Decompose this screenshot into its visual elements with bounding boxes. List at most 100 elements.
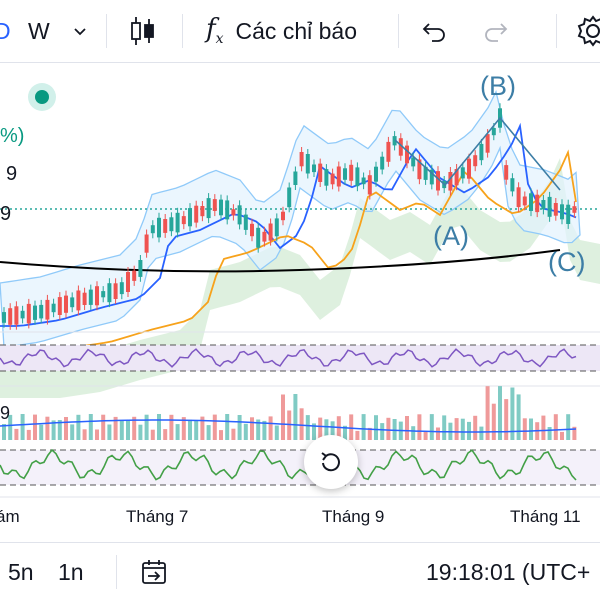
volume-bar [330,421,335,440]
volume-bar [51,420,56,440]
candle-body [281,211,285,221]
volume-bar [560,431,564,440]
wave-label-b: (B) [480,71,516,101]
candles-icon[interactable] [128,0,158,62]
candle-body [194,205,199,223]
undo-icon[interactable] [420,0,448,62]
volume-bar [411,426,416,440]
candle-body [535,194,540,213]
interval-button[interactable]: W [28,0,50,62]
candle-body [516,187,521,208]
volume-bar [380,423,385,440]
candle-body [33,305,37,320]
volume-bar [529,418,533,440]
x-axis-label: Tháng 11 [510,507,581,526]
chart-area[interactable]: %) 9 9 9 (B) (A) (C) ám Tháng 7 Tháng 9 … [0,63,600,535]
candle-body [287,187,292,208]
status-dot [35,90,49,104]
price-label: 9 [6,163,17,185]
candle-body [504,165,509,180]
candle-body [467,158,471,179]
symbol-fragment[interactable]: D [0,17,11,44]
price-chart[interactable]: %) 9 9 9 (B) (A) (C) ám Tháng 7 Tháng 9 … [0,63,600,535]
candle-body [51,303,56,313]
candle-body [250,223,254,237]
volume-bar [64,417,68,440]
candle-body [169,217,174,232]
candle-body [188,208,192,227]
volume-bar [200,416,205,440]
volume-bar [274,425,279,440]
wave-label-c: (C) [548,247,585,277]
candle-body [436,171,440,191]
toolbar-divider [398,14,399,48]
candle-body [95,286,99,306]
candle-body [454,169,459,186]
candle-body [45,299,50,320]
candle-body [113,283,118,299]
volume-bar [417,414,422,440]
indicators-button[interactable]: fx Các chỉ báo [206,0,357,62]
volume-bar [138,424,143,440]
candle-body [20,310,25,319]
volume-bar [423,431,428,440]
volume-bar [374,415,378,440]
volume-bar [70,424,75,440]
ma-fast-line [0,122,577,327]
legend-fragment: %) [0,125,24,147]
gear-icon[interactable] [576,0,600,62]
volume-bar [76,414,81,440]
volume-bar [20,414,25,440]
volume-bar [299,408,304,440]
volume-bar [88,414,93,440]
candle-body [132,270,137,281]
chevron-down-icon[interactable] [72,0,88,62]
reset-chart-button[interactable] [304,435,358,489]
volume-bar [485,386,490,440]
range-5n-button[interactable]: 5n [8,558,34,585]
candle-body [237,205,242,225]
volume-bar [287,410,292,440]
volume-bar [107,424,112,440]
clock-timezone[interactable]: 19:18:01 (UTC+ [426,558,591,585]
redo-icon[interactable] [482,0,510,62]
volume-bar [206,425,211,440]
volume-bar [175,424,180,440]
volume-bar [281,394,285,440]
volume-bar [8,414,13,440]
volume-bar [219,430,223,440]
candle-body [522,196,527,206]
candle-body [312,164,316,173]
bollinger-band [0,89,581,349]
volume-bar [541,415,546,440]
candle-body [485,134,490,153]
volume-bar [547,427,552,440]
calendar-arrow-icon[interactable] [140,543,170,601]
candle-body [163,219,168,233]
candle-body [510,178,515,192]
volume-bar [442,415,447,440]
candle-body [349,164,354,181]
volume-bar [460,418,465,440]
volume-bar [349,414,354,440]
candle-body [473,155,478,167]
candle-body [330,173,335,185]
volume-label: 9 [0,403,10,423]
interval-label: W [28,17,50,44]
candle-body [374,166,378,182]
candle-body [101,291,106,298]
candle-body [82,292,87,305]
candle-body [417,159,422,180]
volume-bar [436,427,440,440]
candle-body [460,167,465,179]
volume-bar [132,416,137,440]
volume-bar [231,428,236,440]
volume-bar [157,414,161,440]
volume-bar [324,419,329,440]
volume-bar [305,415,310,440]
range-1n-button[interactable]: 1n [58,558,84,585]
candle-body [119,282,124,295]
rsi-band [0,345,600,371]
volume-bar [312,423,316,440]
x-axis-label: ám [0,507,20,526]
